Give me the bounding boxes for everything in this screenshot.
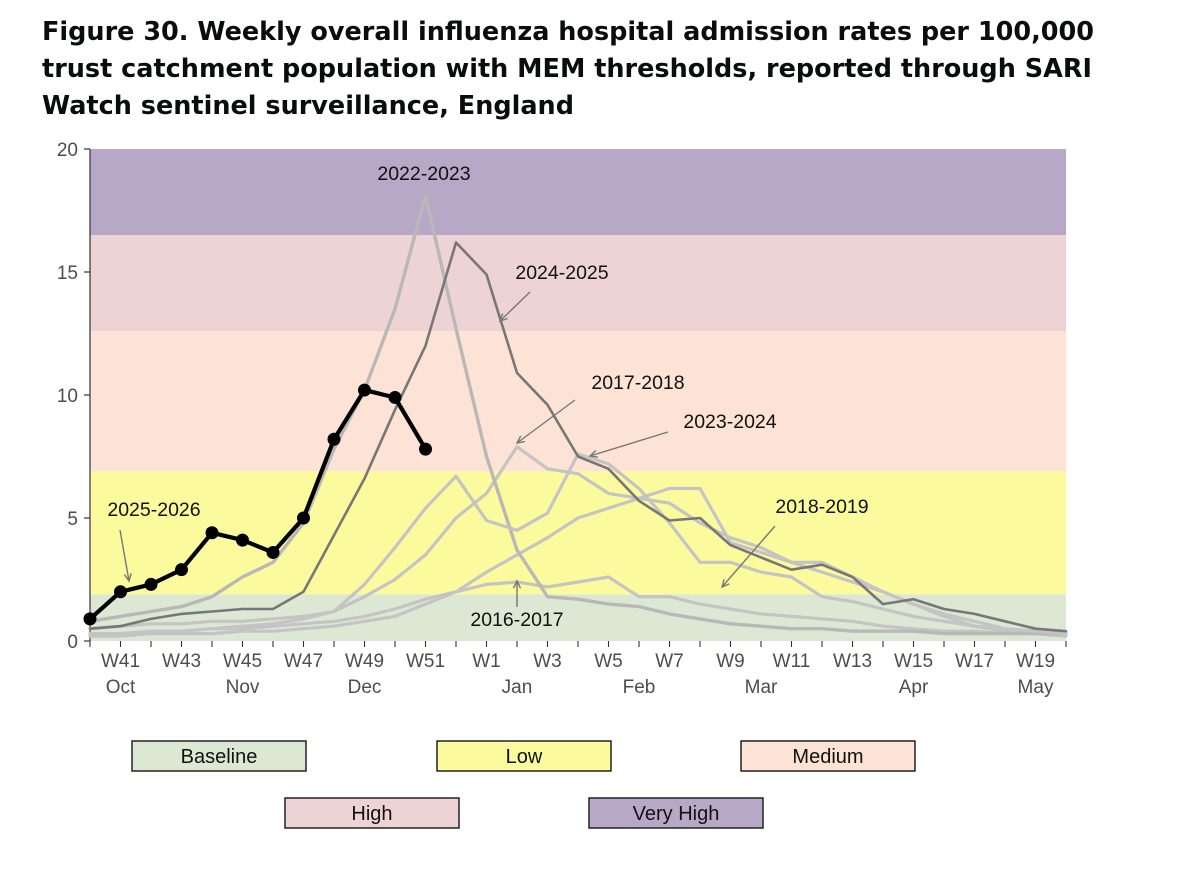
x-tick-label: W1 bbox=[472, 651, 501, 672]
annotation-2024-2025: 2024-2025 bbox=[515, 262, 608, 284]
x-tick-label: W11 bbox=[773, 651, 811, 672]
x-tick-label: W9 bbox=[716, 651, 745, 672]
season-lines bbox=[83, 193, 1068, 638]
legend-label: High bbox=[351, 803, 392, 825]
band-high bbox=[90, 235, 1066, 332]
month-label: Jan bbox=[502, 677, 533, 698]
y-tick-label: 10 bbox=[57, 386, 78, 407]
annotation-arrow bbox=[589, 431, 669, 457]
x-tick-label: W45 bbox=[223, 651, 262, 672]
data-point-2025-2026 bbox=[266, 545, 280, 559]
legend-swatch bbox=[436, 740, 612, 772]
series-line-2016-2017 bbox=[88, 575, 1068, 638]
annotation-arrow bbox=[119, 529, 130, 582]
legend-item-medium: Medium bbox=[740, 740, 916, 772]
annotation-2022-2023: 2022-2023 bbox=[377, 163, 470, 185]
x-tick-label: W3 bbox=[533, 651, 562, 672]
month-label: Oct bbox=[106, 677, 136, 698]
season-annotations: 2022-2023 2024-2025 2017-2018 2023-2024 2018… bbox=[107, 163, 868, 631]
annotation-arrowhead bbox=[123, 573, 132, 583]
x-tick-label: W51 bbox=[406, 651, 445, 672]
annotation-arrow bbox=[721, 525, 776, 588]
annotation-2017-2018: 2017-2018 bbox=[591, 372, 684, 394]
annotation-2018-2019: 2018-2019 bbox=[775, 496, 868, 518]
x-tick-label: W7 bbox=[655, 651, 684, 672]
legend-label: Very High bbox=[633, 803, 720, 825]
y-tick-label: 15 bbox=[57, 263, 78, 284]
figure-title: Figure 30. Weekly overall influenza hosp… bbox=[42, 17, 1095, 121]
series-line-2024-2025 bbox=[88, 241, 1068, 633]
x-tick-label: W13 bbox=[833, 651, 872, 672]
legend-label: Medium bbox=[792, 746, 863, 768]
data-point-2025-2026 bbox=[114, 585, 127, 599]
data-point-2025-2026 bbox=[327, 432, 341, 446]
legend: Baseline Low Medium High Very High bbox=[131, 740, 916, 829]
annotation-2023-2024: 2023-2024 bbox=[683, 411, 776, 433]
month-label: May bbox=[1018, 677, 1054, 698]
legend-item-high: High bbox=[284, 797, 460, 829]
month-label: Nov bbox=[226, 677, 260, 698]
legend-label: Low bbox=[506, 746, 543, 768]
annotation-arrowhead bbox=[512, 579, 522, 589]
data-point-2025-2026 bbox=[358, 383, 371, 397]
data-point-2025-2026 bbox=[144, 577, 158, 591]
legend-swatch bbox=[284, 797, 460, 829]
band-medium bbox=[90, 331, 1066, 472]
data-point-2025-2026 bbox=[419, 442, 432, 456]
data-point-2025-2026 bbox=[388, 390, 402, 404]
axes: 0 5 10 15 20 W41 W43 W45 W47 W49 W51 W1 W3 W5 W7 W9 W11 W… bbox=[57, 140, 1067, 698]
band-low bbox=[90, 471, 1066, 595]
y-tick-label: 0 bbox=[67, 632, 78, 653]
annotation-arrow bbox=[516, 399, 576, 444]
x-tick-label: W19 bbox=[1016, 651, 1055, 672]
annotation-arrow bbox=[499, 291, 531, 322]
threshold-bands bbox=[90, 149, 1066, 641]
x-tick-label: W43 bbox=[162, 651, 201, 672]
data-point-2025-2026 bbox=[205, 526, 219, 540]
data-point-2025-2026 bbox=[83, 612, 97, 626]
annotation-arrowhead bbox=[498, 313, 508, 323]
month-label: Mar bbox=[745, 677, 778, 698]
data-point-2025-2026 bbox=[297, 511, 310, 525]
x-tick-label: W47 bbox=[284, 651, 323, 672]
annotation-arrowhead bbox=[588, 450, 599, 458]
legend-swatch bbox=[131, 740, 307, 772]
x-tick-label: W17 bbox=[955, 651, 994, 672]
annotation-arrowhead bbox=[720, 579, 730, 589]
band-very-high bbox=[90, 149, 1066, 236]
legend-item-very-high: Very High bbox=[588, 797, 764, 829]
legend-swatch bbox=[740, 740, 916, 772]
annotation-arrowhead bbox=[515, 435, 525, 444]
x-tick-label: W49 bbox=[345, 651, 384, 672]
legend-item-baseline: Baseline bbox=[131, 740, 307, 772]
month-label: Apr bbox=[899, 677, 929, 698]
annotation-2016-2017: 2016-2017 bbox=[470, 609, 563, 631]
y-tick-label: 20 bbox=[57, 140, 78, 161]
data-point-2025-2026 bbox=[236, 533, 249, 547]
legend-label: Baseline bbox=[181, 746, 258, 768]
x-tick-label: W15 bbox=[894, 651, 933, 672]
month-label: Feb bbox=[623, 677, 656, 698]
legend-swatch bbox=[588, 797, 764, 829]
y-tick-label: 5 bbox=[67, 509, 78, 530]
month-label: Dec bbox=[348, 677, 382, 698]
x-tick-label: W41 bbox=[101, 651, 140, 672]
x-tick-label: W5 bbox=[594, 651, 623, 672]
data-point-2025-2026 bbox=[175, 563, 188, 577]
series-line-2022-2023 bbox=[88, 193, 1068, 636]
annotation-2025-2026: 2025-2026 bbox=[107, 499, 200, 521]
legend-item-low: Low bbox=[436, 740, 612, 772]
